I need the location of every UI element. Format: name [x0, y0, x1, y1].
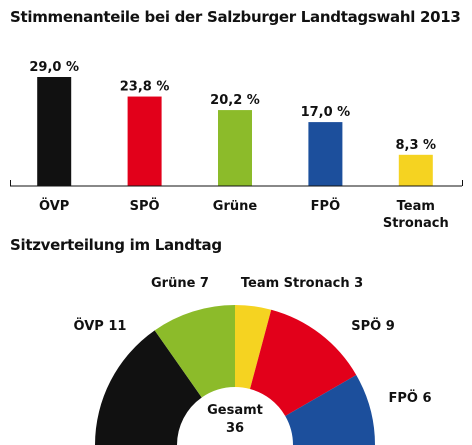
bar	[218, 110, 252, 186]
seat-segment	[250, 309, 357, 416]
seat-label: FPÖ 6	[388, 390, 431, 406]
category-label: Grüne	[213, 199, 258, 214]
bar-value-label: 8,3 %	[396, 138, 437, 153]
category-label: Team Stronach	[383, 199, 449, 231]
seat-label: ÖVP 11	[74, 318, 127, 334]
bar	[37, 77, 72, 186]
seat-segment	[235, 305, 272, 389]
seat-label: Team Stronach 3	[241, 276, 363, 291]
bar-value-label: 29,0 %	[29, 60, 79, 75]
category-label: ÖVP	[39, 198, 69, 214]
bar-chart: 29,0 % ÖVP 23,8 % SPÖ 20,2 % Grüne 17,0 % FPÖ 8,…	[10, 60, 463, 231]
bar-chart-title: Stimmenanteile bei der Salzburger Landta…	[10, 8, 461, 26]
seat-segment	[95, 330, 202, 445]
seat-segment	[154, 305, 235, 398]
seat-segment	[285, 375, 375, 445]
category-label: SPÖ	[130, 198, 160, 214]
bar-value-label: 23,8 %	[120, 80, 170, 95]
bar-value-label: 17,0 %	[301, 105, 351, 120]
seat-label: SPÖ 9	[351, 318, 395, 334]
bar	[308, 122, 343, 186]
bar	[127, 96, 162, 186]
total-value: 36	[226, 421, 244, 436]
seat-chart-title: Sitzverteilung im Landtag	[10, 236, 222, 254]
bar	[398, 154, 433, 186]
category-label: FPÖ	[311, 198, 340, 214]
bar-value-label: 20,2 %	[210, 93, 260, 108]
total-label: Gesamt	[207, 403, 263, 418]
seat-label: Grüne 7	[151, 276, 209, 291]
